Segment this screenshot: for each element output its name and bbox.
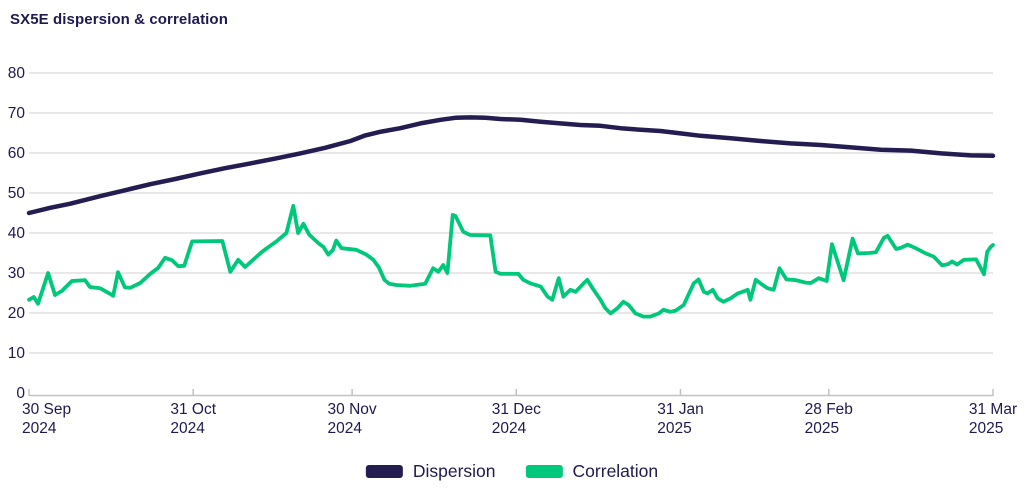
- legend-label-dispersion: Dispersion: [412, 461, 496, 481]
- legend-swatch-correlation: [525, 465, 563, 478]
- legend: Dispersion Correlation: [365, 461, 659, 482]
- chart-title: SX5E dispersion & correlation: [10, 11, 228, 28]
- y-axis-tick-label: 10: [8, 345, 26, 362]
- line-chart: 0 10 20 30 40 50 60 70 80: [8, 65, 996, 402]
- y-axis-tick-label: 30: [8, 265, 26, 282]
- y-axis-tick-label: 80: [8, 65, 26, 82]
- legend-swatch-dispersion: [365, 465, 403, 478]
- dispersion-line: [26, 115, 996, 216]
- y-axis-tick-label: 50: [8, 185, 26, 202]
- y-axis-tick-label: 40: [8, 225, 26, 242]
- correlation-line: [27, 203, 995, 319]
- legend-item-correlation: Correlation: [525, 461, 659, 482]
- y-axis-tick-label: 60: [8, 145, 26, 162]
- y-axis-tick-label: 70: [8, 105, 26, 122]
- legend-label-correlation: Correlation: [572, 461, 659, 481]
- y-axis-tick-label: 0: [16, 385, 25, 402]
- legend-item-dispersion: Dispersion: [365, 461, 496, 482]
- y-axis-tick-label: 20: [8, 305, 26, 322]
